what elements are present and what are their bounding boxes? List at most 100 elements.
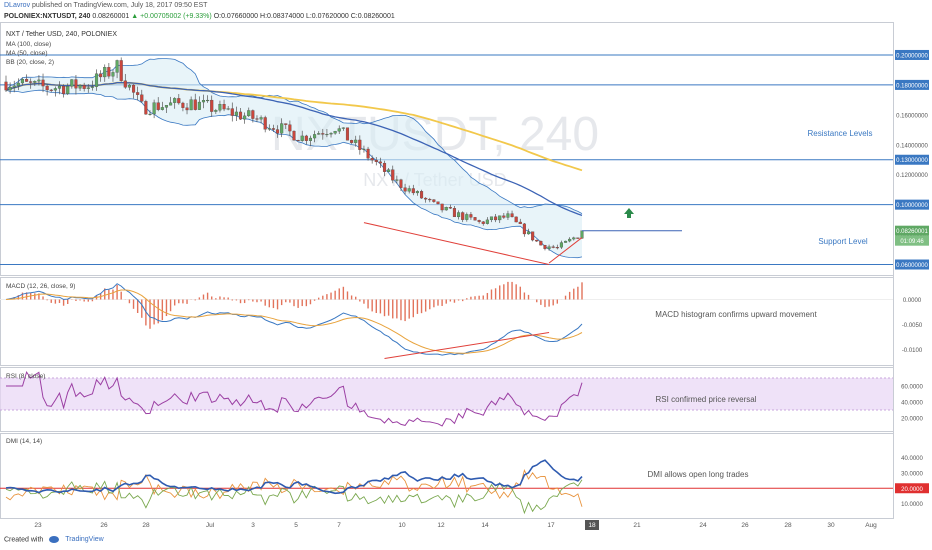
candle xyxy=(271,128,275,130)
price-chart-title: NXT / Tether USD, 240, POLONIEX xyxy=(6,31,117,38)
candle xyxy=(522,223,526,235)
candle xyxy=(374,159,378,162)
candle xyxy=(288,124,292,132)
author-name[interactable]: DLavrov xyxy=(4,2,31,9)
candle xyxy=(444,207,448,211)
annotation-support: Support Level xyxy=(818,237,868,246)
dmi-panel: DMI (14, 14) DMI allows open long trades 4… xyxy=(0,438,929,515)
candle xyxy=(144,101,148,115)
time-tick-label: 24 xyxy=(699,522,707,529)
candle xyxy=(382,162,387,172)
candle xyxy=(296,140,300,142)
time-tick-label: Aug xyxy=(865,522,877,529)
candle xyxy=(308,137,313,141)
time-tick-label: 12 xyxy=(437,522,445,529)
candle xyxy=(234,111,238,116)
price-change-value: +0.00705002 (+9.33%) xyxy=(140,13,212,20)
current-time-box xyxy=(585,520,599,530)
candle xyxy=(568,238,572,242)
up-arrow-icon xyxy=(624,208,634,218)
rsi-panel: RSI (8, close) RSI confirmed price revers… xyxy=(0,370,924,427)
candle xyxy=(432,199,436,202)
candle xyxy=(292,130,296,141)
candle xyxy=(275,129,280,134)
time-tick-label: 28 xyxy=(142,522,150,529)
created-with-label: Created with xyxy=(4,536,44,544)
candle xyxy=(197,101,201,110)
candle xyxy=(489,216,494,221)
candle xyxy=(481,221,485,224)
rsi-tick-label: 40.0000 xyxy=(901,401,923,407)
price-tick-label: 0.10000000 xyxy=(896,203,928,209)
dmi-plus-line xyxy=(5,479,583,515)
current-price-label: 0.08260001 xyxy=(896,229,928,235)
bollinger-band-fill xyxy=(6,58,582,258)
candle xyxy=(41,79,45,87)
candle xyxy=(378,161,382,164)
candle xyxy=(185,107,189,111)
support-trendline xyxy=(548,237,583,264)
candle xyxy=(535,239,539,242)
tradingview-link[interactable]: TradingView xyxy=(65,536,104,544)
high-value: H:0.08374000 xyxy=(260,13,305,20)
candle xyxy=(177,98,181,104)
candle xyxy=(62,85,66,94)
candle xyxy=(304,135,308,141)
time-tick-label: 7 xyxy=(337,522,341,529)
candle xyxy=(94,73,99,87)
candle xyxy=(345,127,350,141)
candle xyxy=(201,99,206,103)
candle xyxy=(53,88,57,91)
candle xyxy=(20,79,25,84)
candle xyxy=(354,139,358,143)
price-tick-label: 0.18000000 xyxy=(896,83,928,89)
last-price: 0.08260001 xyxy=(92,13,130,20)
legend-entry: MA (50, close) xyxy=(6,50,48,57)
dmi-tick-label: 10.0000 xyxy=(901,502,923,508)
candle xyxy=(452,208,457,218)
candle xyxy=(49,89,53,91)
price-change: ▲ +0.00705002 (+9.33%) xyxy=(131,13,212,20)
rsi-tick-label: 60.0000 xyxy=(901,385,923,391)
macd-tick-label: 0.0000 xyxy=(903,298,922,304)
candle xyxy=(391,169,395,181)
low-value: L:0.07620000 xyxy=(305,13,349,20)
level-label-box xyxy=(895,49,929,60)
candle xyxy=(173,98,177,103)
candle xyxy=(189,99,193,111)
candle xyxy=(559,242,563,248)
candle xyxy=(25,79,29,82)
candle xyxy=(300,135,304,141)
candle xyxy=(350,140,354,143)
candle xyxy=(555,247,559,249)
price-tick-label: 0.16000000 xyxy=(896,113,928,119)
candle xyxy=(66,86,70,94)
candle xyxy=(12,85,16,88)
time-tick-label: 10 xyxy=(398,522,406,529)
candle xyxy=(485,219,489,224)
macd-signal-line xyxy=(5,289,583,354)
candle xyxy=(407,188,411,192)
candle xyxy=(526,231,531,235)
candle xyxy=(395,179,399,181)
candle xyxy=(210,99,214,112)
candle xyxy=(222,104,226,110)
candle xyxy=(457,212,461,218)
candle xyxy=(148,113,152,115)
candle xyxy=(498,215,502,221)
candle xyxy=(131,84,136,93)
candle xyxy=(8,87,12,91)
level-label-box xyxy=(895,199,929,210)
legend-entry: BB (20, close, 2) xyxy=(6,59,54,66)
candle xyxy=(506,213,510,218)
candle xyxy=(123,80,127,88)
candle xyxy=(502,215,506,218)
candle xyxy=(259,117,263,120)
rsi-band xyxy=(0,378,893,410)
candle xyxy=(518,221,522,225)
candle xyxy=(243,115,247,120)
candle xyxy=(387,169,391,172)
candle xyxy=(580,230,584,239)
candle xyxy=(284,123,288,125)
